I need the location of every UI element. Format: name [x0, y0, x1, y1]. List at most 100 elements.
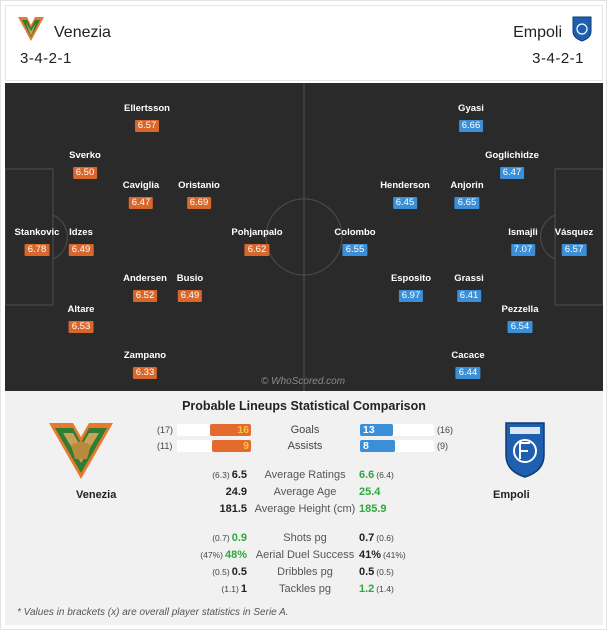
stat-row: (0.5) 0.5 Dribbles pg 0.5 (0.5): [5, 565, 603, 579]
player-zampano[interactable]: Zampano 6.33: [124, 350, 166, 380]
player-rating: 6.97: [398, 290, 424, 302]
pitch-lines: [5, 83, 603, 391]
home-stat-value: 48%: [224, 549, 247, 561]
assists-label: Assists: [287, 440, 323, 452]
player-pezzella[interactable]: Pezzella 6.54: [501, 304, 539, 334]
away-assists-bar: 8: [360, 440, 434, 452]
home-formation: 3-4-2-1: [20, 50, 72, 67]
home-stat-overall: (1.1): [221, 584, 239, 594]
home-team-name[interactable]: Venezia: [54, 24, 111, 41]
home-assists-bar: 9: [177, 440, 251, 452]
player-rating: 6.69: [186, 197, 212, 209]
stat-row: (47%) 48% Aerial Duel Success 41% (41%): [5, 548, 603, 562]
away-stat: 1.2 (1.4): [359, 582, 396, 596]
player-cacace[interactable]: Cacace 6.44: [451, 350, 485, 380]
goals-label: Goals: [290, 424, 320, 436]
player-idzes[interactable]: Idzes 6.49: [68, 227, 94, 257]
home-stat-value: 181.5: [219, 503, 247, 515]
player-goglichidze[interactable]: Goglichidze 6.47: [485, 150, 539, 180]
player-pohjanpalo[interactable]: Pohjanpalo 6.62: [231, 227, 283, 257]
home-stat-value: 0.5: [231, 566, 247, 578]
home-stat-overall: (0.5): [212, 567, 230, 577]
player-anjorin[interactable]: Anjorin 6.65: [450, 180, 484, 210]
home-assists-fill: [211, 440, 251, 452]
away-assists-overall: (9): [437, 441, 448, 451]
home-stat-overall: (6.3): [212, 470, 230, 480]
away-stat-value: 0.7: [359, 532, 375, 544]
home-stat: (1.1) 1: [219, 582, 247, 596]
away-stat: 41% (41%): [359, 548, 408, 562]
player-colombo[interactable]: Colombo 6.55: [334, 227, 376, 257]
stat-label: Average Ratings: [264, 469, 346, 481]
home-stat-overall: (0.7): [212, 533, 230, 543]
venezia-logo-icon: [18, 17, 44, 41]
home-stat-value: 6.5: [231, 469, 247, 481]
home-stat: (0.7) 0.9: [210, 531, 247, 545]
away-stat-overall: (6.4): [376, 470, 394, 480]
player-busio[interactable]: Busio 6.49: [177, 273, 203, 303]
player-caviglia[interactable]: Caviglia 6.47: [123, 180, 159, 210]
player-vasquez[interactable]: Vásquez 6.57: [555, 227, 593, 257]
player-rating: 6.57: [561, 244, 587, 256]
player-name: Pezzella: [501, 304, 539, 315]
player-name: Altare: [67, 304, 95, 315]
away-assists-value: 8: [363, 440, 369, 452]
away-team-name[interactable]: Empoli: [513, 24, 562, 41]
player-esposito[interactable]: Esposito 6.97: [391, 273, 431, 303]
player-name: Goglichidze: [485, 150, 539, 161]
player-ellertsson[interactable]: Ellertsson 6.57: [124, 103, 170, 133]
player-andersen[interactable]: Andersen 6.52: [123, 273, 167, 303]
player-name: Caviglia: [122, 180, 160, 191]
player-rating: 6.50: [72, 167, 98, 179]
player-altare[interactable]: Altare 6.53: [67, 304, 95, 334]
stat-label: Aerial Duel Success: [255, 549, 355, 561]
player-rating: 6.54: [507, 321, 533, 333]
stat-label: Average Height (cm): [254, 503, 356, 515]
player-name: Oristanio: [178, 180, 220, 191]
away-stat-value: 1.2: [359, 583, 375, 595]
home-stat: 181.5: [215, 502, 247, 516]
home-stat: 24.9: [222, 485, 247, 499]
player-rating: 6.55: [342, 244, 368, 256]
home-assists-value: 9: [243, 440, 249, 452]
away-goals-value: 13: [363, 424, 375, 436]
player-gyasi[interactable]: Gyasi 6.66: [458, 103, 484, 133]
player-name: Idzes: [69, 227, 93, 238]
away-stat-overall: (41%): [383, 550, 406, 560]
away-formation: 3-4-2-1: [532, 50, 584, 67]
home-stat-value: 0.9: [231, 532, 247, 544]
player-henderson[interactable]: Henderson 6.45: [380, 180, 430, 210]
player-name: Stankovic: [14, 227, 60, 238]
away-stat-value: 6.6: [359, 469, 375, 481]
player-ismajli[interactable]: Ismajli 7.07: [508, 227, 538, 257]
player-name: Gyasi: [458, 103, 484, 114]
home-stat-overall: (47%): [200, 550, 223, 560]
player-stankovic[interactable]: Stankovic 6.78: [14, 227, 60, 257]
away-stat: 0.5 (0.5): [359, 565, 396, 579]
away-stat-value: 185.9: [359, 503, 387, 515]
player-rating: 6.78: [24, 244, 50, 256]
player-rating: 6.53: [68, 321, 94, 333]
away-goals-fill: [360, 424, 394, 436]
player-name: Anjorin: [450, 180, 484, 191]
empoli-logo-icon: [572, 16, 592, 42]
stat-row: 181.5 Average Height (cm) 185.9: [5, 502, 603, 516]
player-name: Andersen: [123, 273, 167, 284]
stat-row: (1.1) 1 Tackles pg 1.2 (1.4): [5, 582, 603, 596]
empoli-crest-icon: [505, 422, 545, 478]
away-stat-value: 41%: [359, 549, 382, 561]
stat-row: 24.9 Average Age 25.4: [5, 485, 603, 499]
player-oristanio[interactable]: Oristanio 6.69: [178, 180, 220, 210]
player-rating: 6.62: [244, 244, 270, 256]
player-rating: 6.57: [134, 120, 160, 132]
player-sverko[interactable]: Sverko 6.50: [69, 150, 101, 180]
home-goals-overall: (17): [157, 425, 174, 435]
player-name: Sverko: [69, 150, 101, 161]
home-stat: (0.5) 0.5: [210, 565, 247, 579]
player-rating: 6.47: [128, 197, 154, 209]
player-grassi[interactable]: Grassi 6.41: [454, 273, 484, 303]
player-name: Cacace: [451, 350, 485, 361]
away-goals-bar: 13: [360, 424, 434, 436]
away-stat-overall: (0.6): [376, 533, 394, 543]
